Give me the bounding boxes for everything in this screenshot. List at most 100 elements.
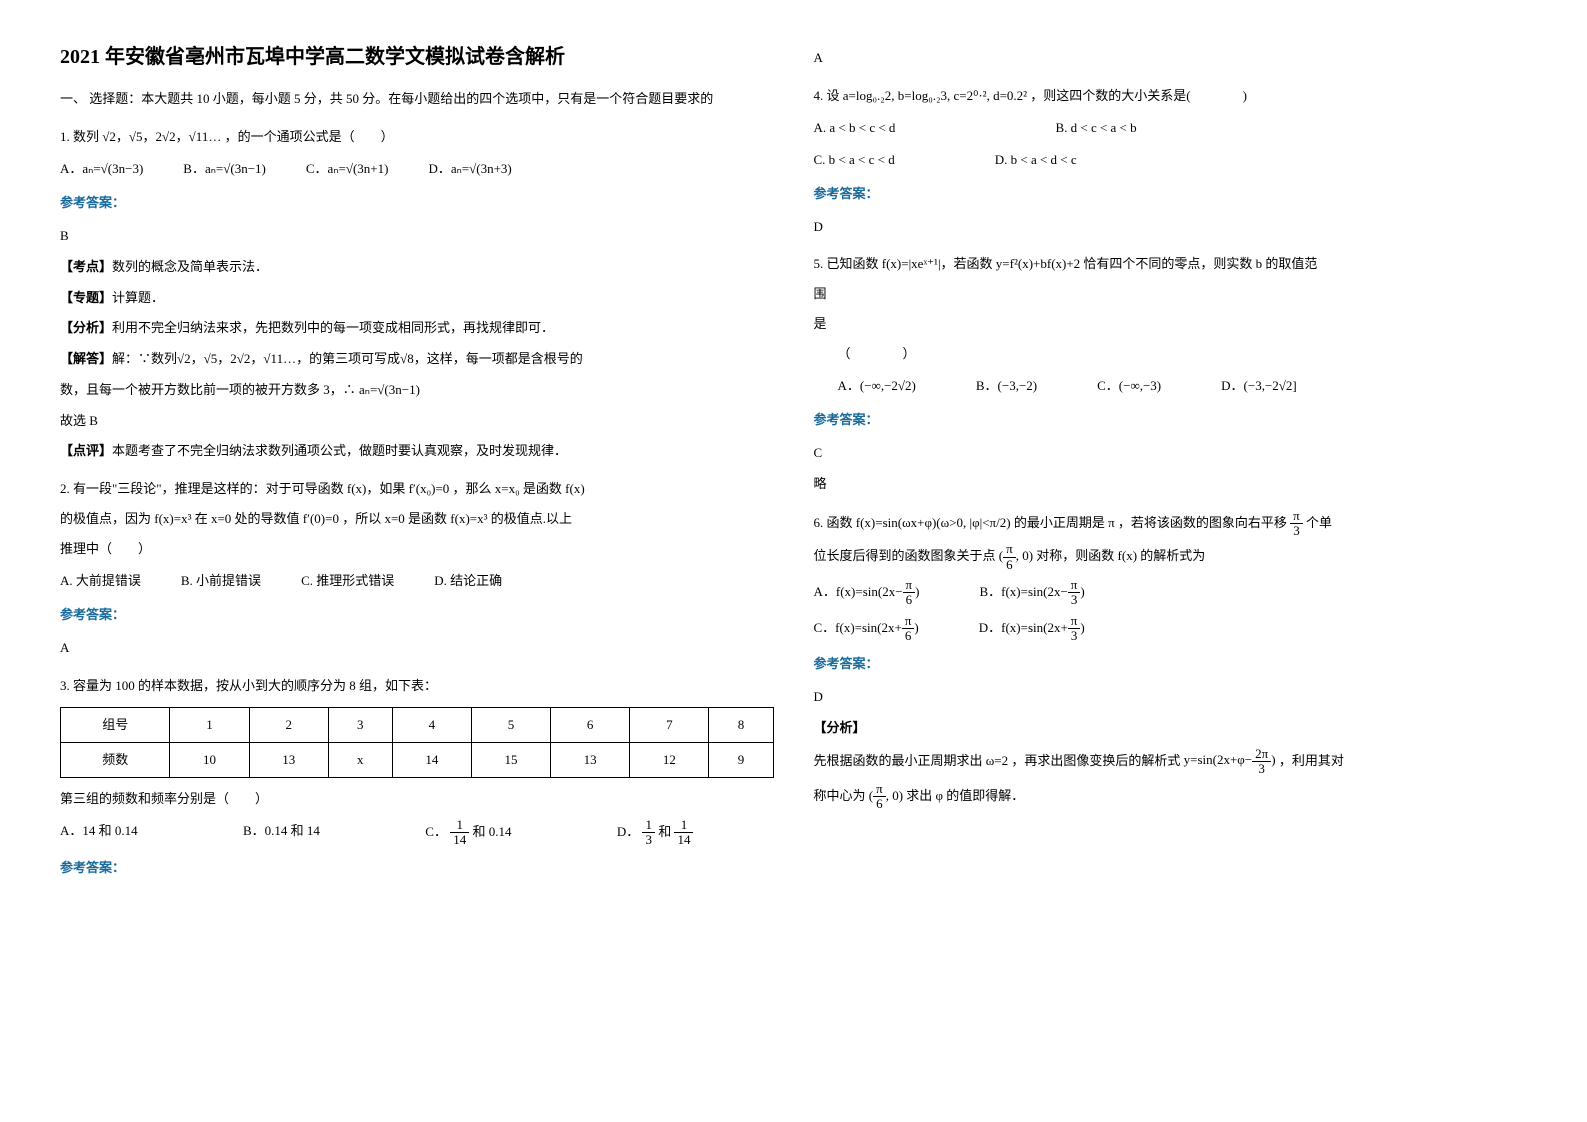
- q4-answer-label: 参考答案：: [814, 181, 1528, 207]
- q2-opt-A: A. 大前提错误: [60, 568, 141, 594]
- q6-opt-B: B．f(x)=sin(2x−π3): [979, 578, 1084, 608]
- q2-stem3: 推理中（ ）: [60, 536, 774, 562]
- q5-opt-C: C．(−∞,−3): [1097, 373, 1161, 399]
- q6-stem1-post: 的最小正周期是 π ，若将该函数的图象向右平移: [1014, 515, 1290, 530]
- q1-stem-post: ，的一个通项公式是（ ）: [225, 129, 394, 144]
- q1-kgd: 数列的概念及简单表示法．: [112, 259, 268, 274]
- q1-opt-B: B．aₙ=√(3n−1): [183, 156, 266, 182]
- q5-stem: 5. 已知函数 f(x)=|xeˣ⁺¹|，若函数 y=f²(x)+bf(x)+2…: [814, 251, 1528, 277]
- fraction: 114: [450, 818, 469, 848]
- q1-opt-A: A．aₙ=√(3n−3): [60, 156, 143, 182]
- cell: 13: [551, 742, 630, 777]
- q5-opt-D: D．(−3,−2√2]: [1221, 373, 1297, 399]
- q5-answer-label: 参考答案：: [814, 407, 1528, 433]
- exam-title: 2021 年安徽省亳州市瓦埠中学高二数学文模拟试卷含解析: [60, 40, 774, 69]
- q3-answer-label: 参考答案：: [60, 855, 774, 881]
- q1-answer: B: [60, 224, 774, 249]
- q6-stem1-f: f(x)=sin(ωx+φ)(ω>0, |φ|<π/2): [856, 515, 1011, 530]
- q5-stem4: （ ）: [814, 341, 1528, 367]
- table-row: 频数 10 13 x 14 15 13 12 9: [61, 742, 774, 777]
- section1-heading: 一、 选择题：本大题共 10 小题，每小题 5 分，共 50 分。在每小题给出的…: [60, 87, 774, 110]
- q5-stem2: 围: [814, 281, 1528, 307]
- q6-answer: D: [814, 685, 1528, 710]
- cell: 12: [630, 742, 709, 777]
- cell: 1: [170, 707, 249, 742]
- fraction: π3: [1290, 509, 1303, 539]
- q3-table: 组号 1 2 3 4 5 6 7 8 频数 10 13 x 14 15 13 1…: [60, 707, 774, 778]
- question-2: 2. 有一段"三段论"，推理是这样的：对于可导函数 f(x)，如果 f′(x₀)…: [60, 476, 774, 661]
- table-row: 组号 1 2 3 4 5 6 7 8: [61, 707, 774, 742]
- fraction: 114: [674, 818, 693, 848]
- question-6: 6. 函数 f(x)=sin(ωx+φ)(ω>0, |φ|<π/2) 的最小正周…: [814, 509, 1528, 812]
- q6-stem1-pre: 6. 函数: [814, 515, 856, 530]
- cell: 15: [471, 742, 550, 777]
- q1-sequence: √2，√5，2√2，√11…: [102, 129, 221, 144]
- cell: 2: [249, 707, 328, 742]
- q6-answer-label: 参考答案：: [814, 651, 1528, 677]
- q6-stem2-pre: 位长度后得到的函数图象关于点: [814, 548, 999, 563]
- q1-zt-label: 【专题】: [60, 290, 112, 305]
- q6-fx-label: 【分析】: [814, 720, 866, 735]
- cell: x: [328, 742, 392, 777]
- fraction: 13: [642, 818, 655, 848]
- q2-answer-label: 参考答案：: [60, 602, 774, 628]
- question-3: 3. 容量为 100 的样本数据，按从小到大的顺序分为 8 组，如下表： 组号 …: [60, 673, 774, 882]
- question-4: 4. 设 a=log₀.₂2, b=log₀.₂3, c=2⁰·², d=0.2…: [814, 83, 1528, 240]
- q2-opt-B: B. 小前提错误: [181, 568, 261, 594]
- left-column: 2021 年安徽省亳州市瓦埠中学高二数学文模拟试卷含解析 一、 选择题：本大题共…: [60, 40, 774, 893]
- cell: 3: [328, 707, 392, 742]
- q1-dp: 本题考查了不完全归纳法求数列通项公式，做题时要认真观察，及时发现规律．: [112, 443, 567, 458]
- q4-opt-A: A. a < b < c < d: [814, 115, 896, 141]
- q1-opt-C: C．aₙ=√(3n+1): [306, 156, 389, 182]
- right-column: A 4. 设 a=log₀.₂2, b=log₀.₂3, c=2⁰·², d=0…: [814, 40, 1528, 893]
- q2-answer: A: [60, 636, 774, 661]
- q1-kgd-label: 【考点】: [60, 259, 112, 274]
- q4-opt-C: C. b < a < c < d: [814, 147, 895, 173]
- q5-opt-B: B．(−3,−2): [976, 373, 1037, 399]
- question-1: 1. 数列 √2，√5，2√2，√11… ，的一个通项公式是（ ） A．aₙ=√…: [60, 124, 774, 464]
- q5-answer: C: [814, 441, 1528, 466]
- q1-zt: 计算题．: [112, 290, 164, 305]
- cell: 组号: [61, 707, 170, 742]
- q1-jd2: 数，且每一个被开方数比前一项的被开方数多 3，∴ aₙ=√(3n−1): [60, 378, 774, 403]
- cell: 6: [551, 707, 630, 742]
- q5-stem3: 是: [814, 311, 1528, 337]
- q4-opt-D: D. b < a < d < c: [995, 147, 1077, 173]
- q1-dp-label: 【点评】: [60, 443, 112, 458]
- q6-fx2-pre: 称中心为: [814, 788, 869, 803]
- cell: 8: [709, 707, 773, 742]
- q6-opt-D: D．f(x)=sin(2x+π3): [979, 614, 1085, 644]
- cell: 10: [170, 742, 249, 777]
- q3-stem: 3. 容量为 100 的样本数据，按从小到大的顺序分为 8 组，如下表：: [60, 673, 774, 699]
- q4-opt-B: B. d < c < a < b: [1055, 115, 1136, 141]
- q2-stem2: 的极值点，因为 f(x)=x³ 在 x=0 处的导数值 f′(0)=0 ，所以 …: [60, 506, 774, 532]
- q3-opt-A: A．14 和 0.14: [60, 818, 138, 848]
- q3-answer: A: [814, 46, 1528, 71]
- q3-stem2: 第三组的频数和频率分别是（ ）: [60, 786, 774, 812]
- q1-fx-label: 【分析】: [60, 320, 112, 335]
- q4-answer: D: [814, 215, 1528, 240]
- q3-opt-D: D． 13 和 114: [617, 818, 694, 848]
- cell: 频数: [61, 742, 170, 777]
- q6-fx1: 先根据函数的最小正周期求出 ω=2 ，再求出图像变换后的解析式: [814, 752, 1184, 767]
- q5-opt-A: A．(−∞,−2√2): [838, 373, 916, 399]
- q6-stem2-pt: (π6, 0): [999, 548, 1033, 563]
- q1-jd-label: 【解答】: [60, 351, 112, 366]
- q5-brief: 略: [814, 472, 1528, 497]
- cell: 13: [249, 742, 328, 777]
- q1-jd1: 解：∵数列√2，√5，2√2，√11…，的第三项可写成√8，这样，每一项都是含根…: [112, 351, 583, 366]
- q1-answer-label: 参考答案：: [60, 190, 774, 216]
- q6-fx1-eq: y=sin(2x+φ−2π3): [1184, 752, 1276, 767]
- q6-fx2-pt: (π6, 0): [869, 788, 903, 803]
- cell: 7: [630, 707, 709, 742]
- q6-opt-A: A．f(x)=sin(2x−π6): [814, 578, 920, 608]
- q1-stem-pre: 1. 数列: [60, 129, 99, 144]
- q6-fx1-post: ，利用其对: [1279, 752, 1344, 767]
- q2-opt-C: C. 推理形式错误: [301, 568, 394, 594]
- q1-fx: 利用不完全归纳法来求，先把数列中的每一项变成相同形式，再找规律即可．: [112, 320, 554, 335]
- q2-opt-D: D. 结论正确: [434, 568, 502, 594]
- cell: 9: [709, 742, 773, 777]
- q6-stem2-post: 对称，则函数 f(x) 的解析式为: [1036, 548, 1205, 563]
- q2-stem1: 2. 有一段"三段论"，推理是这样的：对于可导函数 f(x)，如果 f′(x₀)…: [60, 476, 774, 502]
- q6-opt-C: C．f(x)=sin(2x+π6): [814, 614, 919, 644]
